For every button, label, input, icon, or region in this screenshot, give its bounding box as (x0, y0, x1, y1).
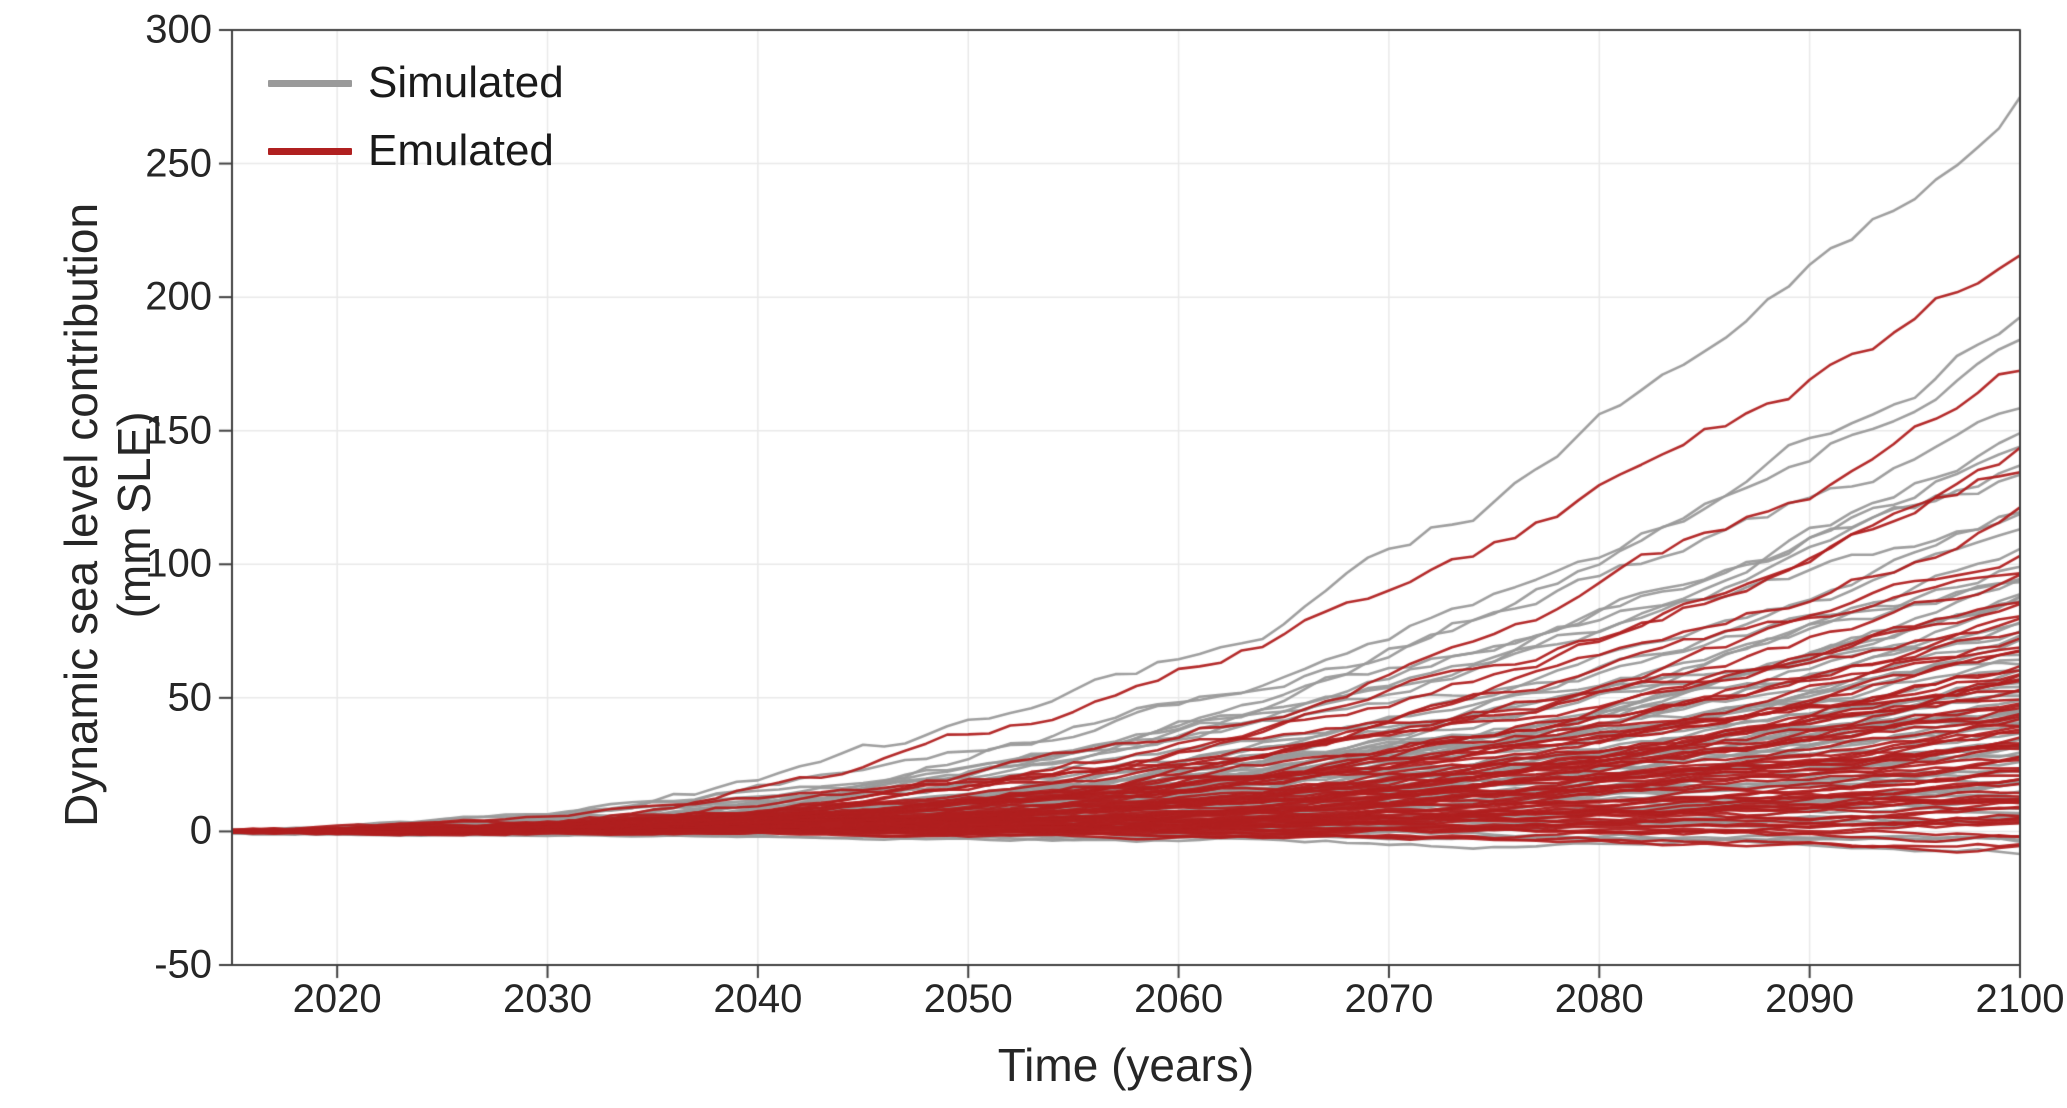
x-tick-label: 2100 (1975, 977, 2065, 1021)
y-axis-tick-labels: -50 0 50 100 150 200 250 300 (0, 0, 212, 1108)
y-tick-label: 250 (145, 141, 212, 186)
legend-item-simulated: Simulated (268, 58, 564, 108)
x-tick-label: 2060 (1134, 977, 1224, 1021)
x-tick-label: 2050 (923, 977, 1013, 1021)
x-tick-label: 2040 (713, 977, 803, 1021)
legend-label-emulated: Emulated (368, 126, 554, 175)
y-tick-label: 0 (189, 808, 212, 853)
y-tick-label: 150 (145, 408, 212, 453)
y-tick-label: 300 (145, 7, 212, 52)
x-tick-label: 2020 (292, 977, 382, 1021)
y-tick-label: 50 (167, 675, 213, 720)
y-axis-label: Dynamic sea level contribution (mm SLE) (55, 202, 160, 827)
x-tick-label: 2090 (1765, 977, 1855, 1021)
y-tick-label: 200 (145, 274, 212, 319)
x-axis-tick-labels: 2020 2030 2040 2050 2060 2070 2080 2090 2100 (0, 977, 2067, 1027)
x-tick-label: 2030 (503, 977, 593, 1021)
x-axis-label: Time (years) (997, 1039, 1255, 1091)
legend-item-emulated: Emulated (268, 126, 564, 176)
legend-label-simulated: Simulated (368, 58, 564, 107)
x-tick-label: 2070 (1344, 977, 1434, 1021)
emulated-line-swatch (268, 147, 352, 155)
y-tick-label: -50 (154, 942, 212, 987)
x-tick-label: 2080 (1554, 977, 1644, 1021)
legend: Simulated Emulated (268, 58, 564, 176)
y-tick-label: 100 (145, 541, 212, 586)
simulated-line-swatch (268, 79, 352, 87)
